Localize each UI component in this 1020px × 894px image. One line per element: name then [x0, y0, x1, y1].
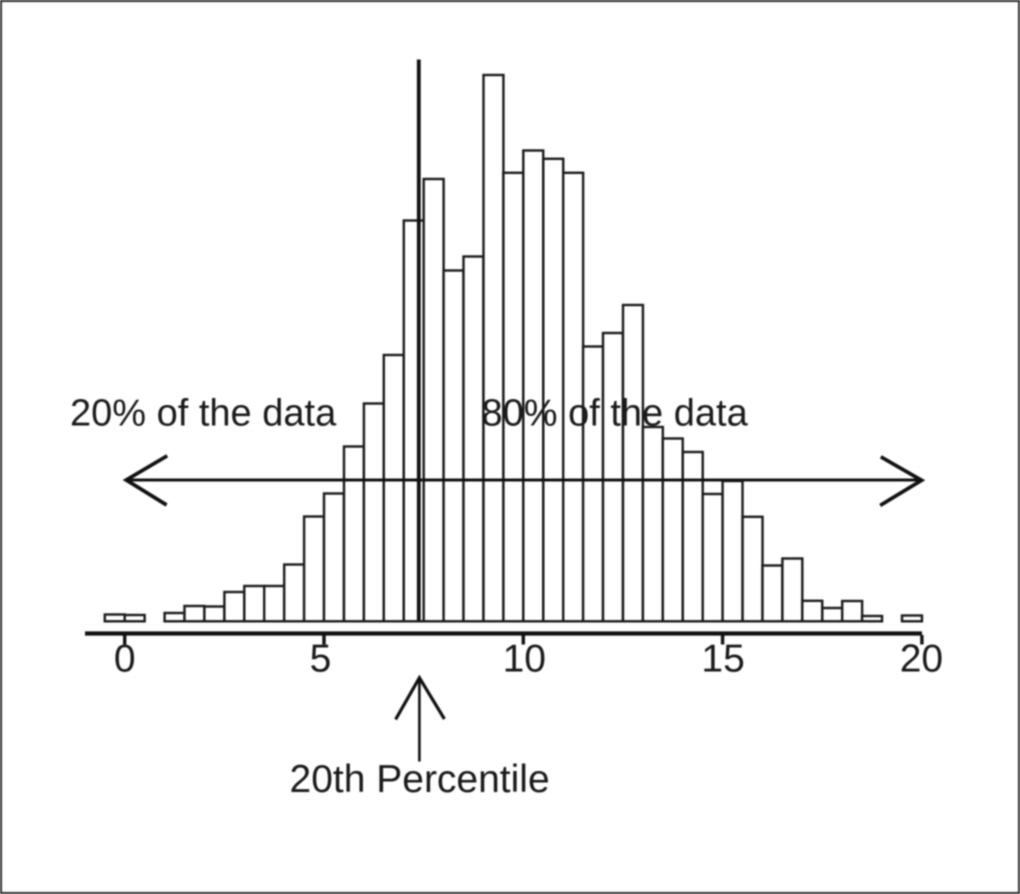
svg-text:10: 10 [503, 638, 546, 681]
svg-text:20th Percentile: 20th Percentile [290, 758, 550, 801]
svg-text:15: 15 [701, 638, 744, 681]
svg-text:20: 20 [900, 638, 943, 681]
svg-text:5: 5 [310, 638, 332, 681]
svg-text:0: 0 [114, 638, 136, 681]
svg-text:80% of the data: 80% of the data [482, 393, 749, 435]
svg-text:20% of the data: 20% of the data [70, 393, 337, 435]
